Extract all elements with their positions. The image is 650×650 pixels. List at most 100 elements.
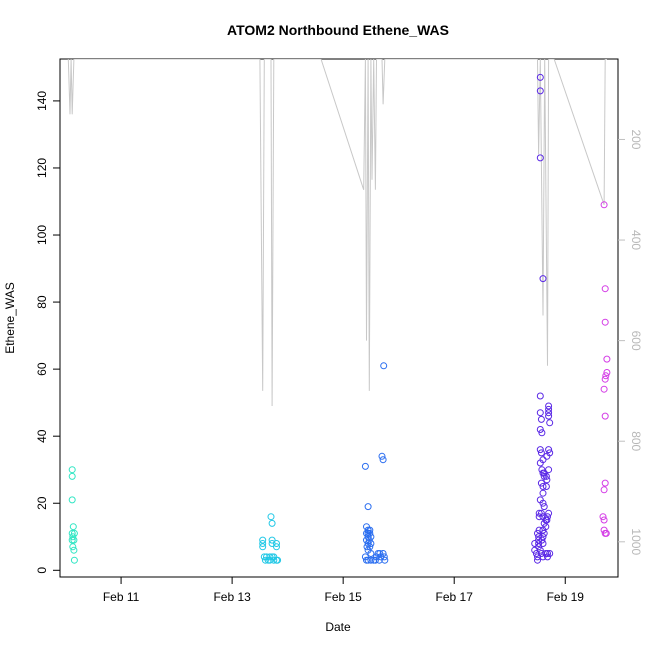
data-point-series-4 [535,526,543,534]
data-point-series-5 [601,285,609,293]
data-point-series-4 [543,452,551,460]
data-point-series-5 [601,412,609,420]
plot-frame [59,58,619,578]
data-point-series-3 [363,536,370,544]
data-point-series-4 [536,446,544,454]
data-point-series-5 [603,355,611,363]
data-point-series-3 [376,550,384,557]
data-point-series-4 [536,87,544,95]
data-point-series-4 [536,73,544,81]
data-point-series-5 [602,372,610,380]
data-point-series-4 [544,553,551,561]
chart-title: ATOM2 Northbound Ethene_WAS [227,22,449,38]
x-tick-label: Feb 15 [324,590,362,604]
data-point-series-1 [69,523,77,531]
data-point-series-4 [539,533,547,541]
y-tick-label: 120 [35,158,49,178]
data-point-series-1 [68,496,76,504]
y2-tick-label: 600 [629,331,643,351]
data-point-series-4 [539,275,547,283]
data-point-series-4 [536,546,544,554]
y2-tick-label: 800 [629,431,643,451]
data-point-series-2 [261,556,269,564]
data-point-series-4 [540,503,548,511]
y2-tick-label: 400 [629,230,643,250]
data-point-series-4 [545,412,553,420]
y2-tick-label: 1000 [629,528,643,555]
data-point-series-4 [545,446,553,454]
data-point-series-4 [537,449,545,457]
y-tick-label: 20 [35,496,49,510]
data-point-series-1 [69,543,77,551]
data-point-series-4 [536,409,544,417]
data-point-series-4 [545,409,553,417]
data-point-series-4 [534,529,541,537]
data-point-series-4 [544,513,551,521]
data-point-series-2 [267,513,275,521]
data-point-series-1 [68,536,76,544]
data-point-series-3 [364,533,372,541]
y2-tick-label: 200 [629,129,643,149]
data-point-series-3 [367,550,375,557]
data-point-series-4 [538,536,546,544]
data-point-series-2 [259,543,267,551]
data-point-series-2 [266,553,274,561]
data-point-series-4 [537,479,545,487]
data-point-series-2 [259,540,267,547]
x-tick-label: Feb 13 [213,590,251,604]
x-axis: Feb 11 Feb 13 Feb 15 Feb 17 Feb 19 [103,577,584,604]
data-point-series-2 [268,536,276,544]
data-point-series-5 [600,516,608,524]
data-point-series-5 [599,513,607,521]
data-point-series-4 [543,516,551,524]
data-point-series-3 [361,462,369,470]
data-point-series-3 [367,533,375,541]
data-point-series-1 [68,529,76,537]
data-point-series-4 [536,459,544,467]
data-point-series-4 [539,540,547,547]
data-point-series-3 [378,452,386,460]
data-point-series-4 [536,426,544,433]
y-tick-label: 40 [35,429,49,443]
data-point-series-4 [537,509,545,517]
data-point-series-4 [538,429,546,437]
data-point-series-4 [539,499,547,507]
data-point-series-2 [259,536,267,544]
data-point-series-4 [536,154,544,162]
x-tick-label: Feb 11 [103,590,140,604]
x-tick-label: Feb 17 [436,590,474,604]
data-point-series-4 [534,556,541,564]
y2-axis: 200 400 600 800 1000 [618,129,643,555]
data-point-series-3 [363,543,371,551]
data-point-series-3 [366,529,374,537]
y-axis-title: Ethene_WAS [3,282,17,354]
data-point-series-4 [544,550,551,557]
data-point-series-4 [540,529,548,537]
data-point-series-3 [381,556,389,564]
data-point-series-3 [380,362,388,370]
data-point-series-4 [537,415,545,423]
x-tick-label: Feb 19 [547,590,585,604]
data-point-series-3 [364,540,372,547]
data-point-series-5 [600,486,608,494]
data-point-series-4 [539,489,547,497]
data-point-series-1 [70,546,78,554]
data-point-series-3 [367,556,375,564]
data-point-series-4 [536,392,544,400]
data-point-series-1 [69,533,77,541]
data-point-series-4 [535,536,543,544]
y-tick-label: 0 [35,567,49,574]
data-point-series-4 [535,543,543,551]
data-point-series-5 [601,375,609,383]
data-point-series-1 [70,529,78,537]
data-point-series-4 [546,419,554,427]
data-point-series-3 [379,456,387,464]
data-point-series-2 [268,519,276,527]
data-point-series-4 [539,483,547,490]
data-point-series-3 [365,536,373,544]
data-point-series-2 [273,543,280,551]
data-point-series-5 [601,318,609,326]
data-point-series-2 [268,540,276,547]
y-tick-label: 140 [35,91,49,111]
secondary-line [67,59,607,407]
